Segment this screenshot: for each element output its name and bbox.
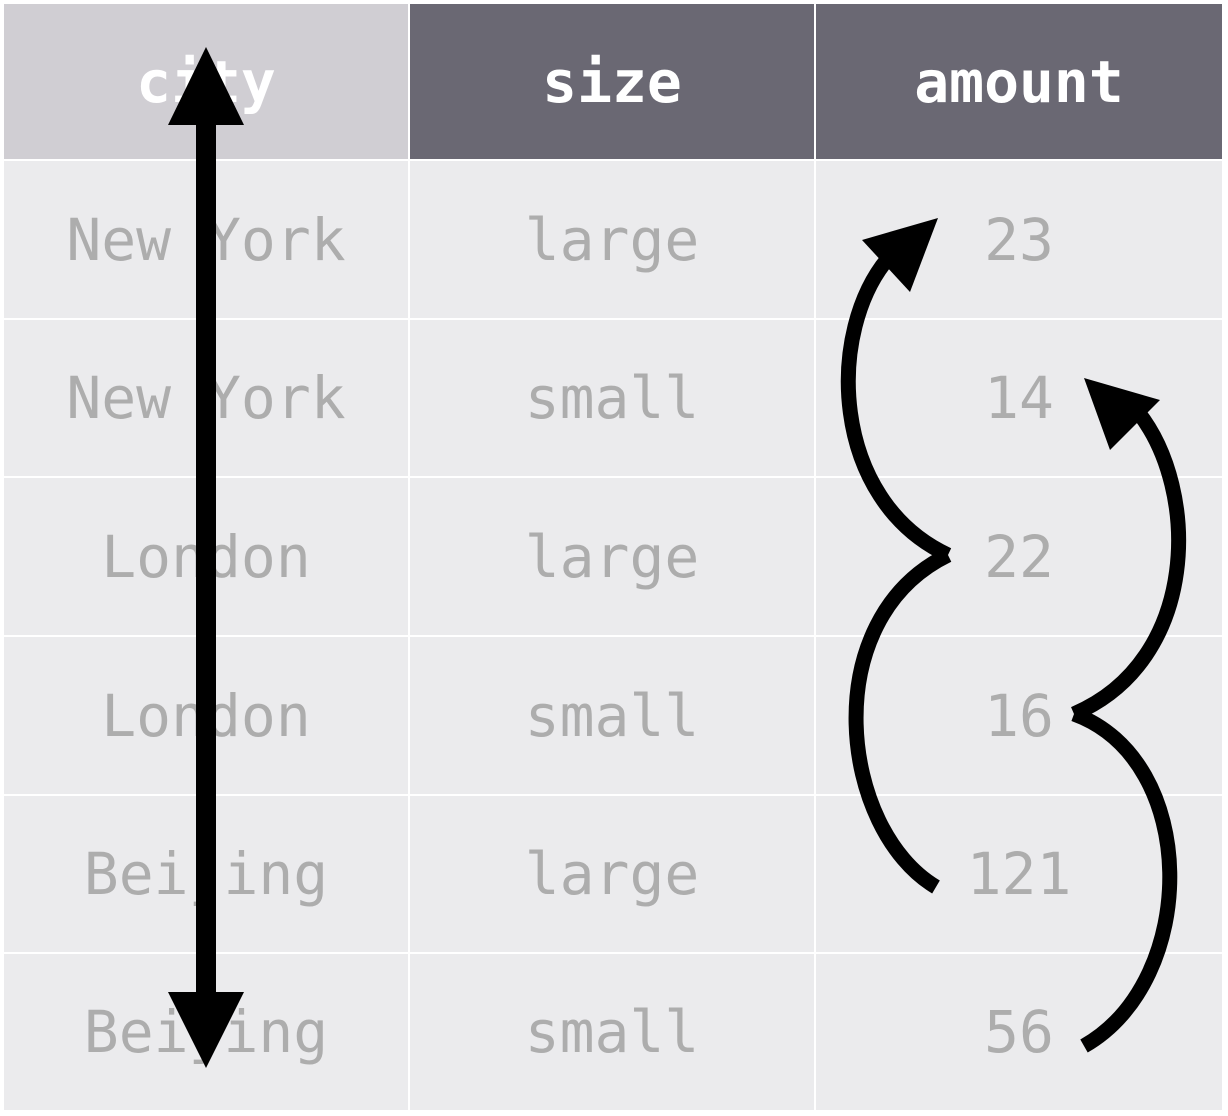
header-city: city [4,4,408,159]
cell-size: large [410,161,814,318]
cell-city: Beijing [4,954,408,1110]
cell-size: small [410,954,814,1110]
cell-city: London [4,478,408,635]
cell-amount: 22 [816,478,1222,635]
cell-city: Beijing [4,796,408,952]
cell-amount: 56 [816,954,1222,1110]
cell-city: London [4,637,408,794]
cell-city: New York [4,320,408,476]
cell-amount: 23 [816,161,1222,318]
header-size: size [410,4,814,159]
cell-size: large [410,478,814,635]
cell-size: small [410,320,814,476]
cell-amount: 14 [816,320,1222,476]
cell-size: large [410,796,814,952]
cell-amount: 121 [816,796,1222,952]
cell-city: New York [4,161,408,318]
header-amount: amount [816,4,1222,159]
cell-size: small [410,637,814,794]
cell-amount: 16 [816,637,1222,794]
